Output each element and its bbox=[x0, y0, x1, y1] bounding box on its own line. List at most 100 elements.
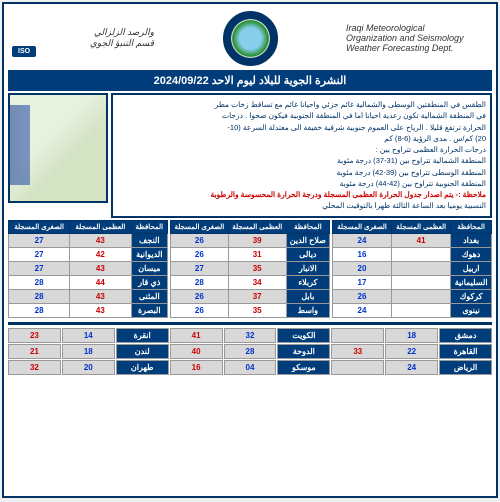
forecast-note: ملاحظة :- يتم اصدار جدول الحرارة العظمى … bbox=[211, 190, 486, 199]
intl-city: الدوحة bbox=[277, 344, 330, 359]
intl-min: 32 bbox=[224, 328, 277, 343]
iso-badge: ISO bbox=[12, 46, 36, 57]
th-max: العظمى المسجلة bbox=[228, 220, 286, 233]
bulletin-title: النشرة الجوية للبلاد ليوم الاحد 2024/09/… bbox=[8, 70, 492, 91]
intl-min: 20 bbox=[62, 360, 115, 375]
min-cell: 28 bbox=[9, 289, 70, 303]
intl-max: 33 bbox=[331, 344, 384, 359]
intl-max: 32 bbox=[8, 360, 61, 375]
weather-map bbox=[8, 93, 108, 203]
table-row: نينوى 24 bbox=[333, 303, 492, 317]
table-row: الديوانية4227 bbox=[9, 247, 168, 261]
org-english: Iraqi Meteorological Organization and Se… bbox=[346, 23, 486, 53]
forecast-line: في المنطقة الشمالية تكون رعدية احيانا ام… bbox=[117, 110, 486, 121]
forecast-line: المنطقة الشمالية تتراوح بين (31-37) درجة… bbox=[117, 155, 486, 166]
intl-city: موسكو bbox=[277, 360, 330, 375]
forecast-line: المنطقة الوسطى تتراوح بين (39-42) درجة م… bbox=[117, 167, 486, 178]
forecast-line: 20) كم/س . مدى الرؤية (6-8) كم bbox=[117, 133, 486, 144]
min-cell: 26 bbox=[171, 289, 229, 303]
th-max: العظمى المسجلة bbox=[392, 220, 451, 233]
table-row: واسط3526 bbox=[171, 303, 330, 317]
forecast-line: النسبية يوميا بعد الساعة الثالثة ظهرا با… bbox=[117, 200, 486, 211]
intl-min: 22 bbox=[385, 344, 438, 359]
th-gov: المحافظة bbox=[131, 220, 167, 233]
intl-max bbox=[331, 360, 384, 375]
max-cell bbox=[392, 289, 451, 303]
th-max: العظمى المسجلة bbox=[70, 220, 131, 233]
city-cell: كركوك bbox=[451, 289, 492, 303]
th-gov: المحافظة bbox=[451, 220, 492, 233]
forecast-line: درجات الحرارة العظمى تتراوح بين : bbox=[117, 144, 486, 155]
max-cell: 39 bbox=[228, 233, 286, 247]
intl-row: الرياض24موسكو0416طهران2032 bbox=[8, 360, 492, 375]
min-cell: 16 bbox=[333, 247, 392, 261]
max-cell: 35 bbox=[228, 261, 286, 275]
international-table: دمشق18الكويت3241انقرة1423القاهرة2233الدو… bbox=[8, 322, 492, 375]
min-cell: 28 bbox=[9, 303, 70, 317]
city-cell: الديوانية bbox=[131, 247, 167, 261]
table-row: بغداد4124 bbox=[333, 233, 492, 247]
table-row: ميسان4327 bbox=[9, 261, 168, 275]
table-row: ديالى3126 bbox=[171, 247, 330, 261]
min-cell: 20 bbox=[333, 261, 392, 275]
table-row: دهوك16 bbox=[333, 247, 492, 261]
intl-city: الرياض bbox=[439, 360, 492, 375]
table-row: صلاح الدين3926 bbox=[171, 233, 330, 247]
max-cell: 43 bbox=[70, 303, 131, 317]
city-cell: نينوى bbox=[451, 303, 492, 317]
min-cell: 28 bbox=[9, 275, 70, 289]
min-cell: 26 bbox=[171, 303, 229, 317]
max-cell: 31 bbox=[228, 247, 286, 261]
intl-min: 24 bbox=[385, 360, 438, 375]
org-en-line: Weather Forecasting Dept. bbox=[346, 43, 486, 53]
intl-max bbox=[331, 328, 384, 343]
intl-row: دمشق18الكويت3241انقرة1423 bbox=[8, 328, 492, 343]
forecast-text: الطقس في المنطقتين الوسطى والشمالية غائم… bbox=[111, 93, 492, 218]
min-cell: 26 bbox=[171, 233, 229, 247]
min-cell: 24 bbox=[333, 303, 392, 317]
min-cell: 27 bbox=[9, 261, 70, 275]
org-en-line: Iraqi Meteorological bbox=[346, 23, 486, 33]
forecast-line: المنطقة الجنوبية تتراوح بين (42-44) درجة… bbox=[117, 178, 486, 189]
table-row: المثنى4328 bbox=[9, 289, 168, 303]
table-row: الانبار3527 bbox=[171, 261, 330, 275]
max-cell: 41 bbox=[392, 233, 451, 247]
min-cell: 26 bbox=[171, 247, 229, 261]
th-min: الصغرى المسجلة bbox=[171, 220, 229, 233]
city-cell: اربيل bbox=[451, 261, 492, 275]
city-cell: صلاح الدين bbox=[286, 233, 329, 247]
forecast-line: الحرارة ترتفع قليلا . الرياح على العموم … bbox=[117, 122, 486, 133]
min-cell: 27 bbox=[9, 247, 70, 261]
city-cell: النجف bbox=[131, 233, 167, 247]
city-table: المحافظةالعظمى المسجلةالصغرى المسجلةصلاح… bbox=[170, 220, 330, 318]
th-min: الصغرى المسجلة bbox=[9, 220, 70, 233]
city-cell: كربلاء bbox=[286, 275, 329, 289]
intl-min: 04 bbox=[224, 360, 277, 375]
table-row: ذي قار4428 bbox=[9, 275, 168, 289]
table-row: البصرة4328 bbox=[9, 303, 168, 317]
th-gov: المحافظة bbox=[286, 220, 329, 233]
org-ar-line: والرصد الزلزالي bbox=[14, 27, 154, 38]
max-cell bbox=[392, 303, 451, 317]
city-cell: البصرة bbox=[131, 303, 167, 317]
forecast-line: الطقس في المنطقتين الوسطى والشمالية غائم… bbox=[117, 99, 486, 110]
intl-max: 40 bbox=[170, 344, 223, 359]
max-cell bbox=[392, 247, 451, 261]
org-logo bbox=[223, 11, 278, 66]
intl-city: طهران bbox=[116, 360, 169, 375]
min-cell: 17 bbox=[333, 275, 392, 289]
min-cell: 27 bbox=[171, 261, 229, 275]
intl-max: 41 bbox=[170, 328, 223, 343]
table-row: اربيل 20 bbox=[333, 261, 492, 275]
table-row: بابل3726 bbox=[171, 289, 330, 303]
city-cell: بغداد bbox=[451, 233, 492, 247]
city-cell: الانبار bbox=[286, 261, 329, 275]
table-row: كركوك26 bbox=[333, 289, 492, 303]
intl-min: 18 bbox=[385, 328, 438, 343]
city-cell: واسط bbox=[286, 303, 329, 317]
intl-city: القاهرة bbox=[439, 344, 492, 359]
max-cell: 44 bbox=[70, 275, 131, 289]
city-table: المحافظةالعظمى المسجلةالصغرى المسجلة النج… bbox=[8, 220, 168, 318]
max-cell: 42 bbox=[70, 247, 131, 261]
intl-max: 23 bbox=[8, 328, 61, 343]
